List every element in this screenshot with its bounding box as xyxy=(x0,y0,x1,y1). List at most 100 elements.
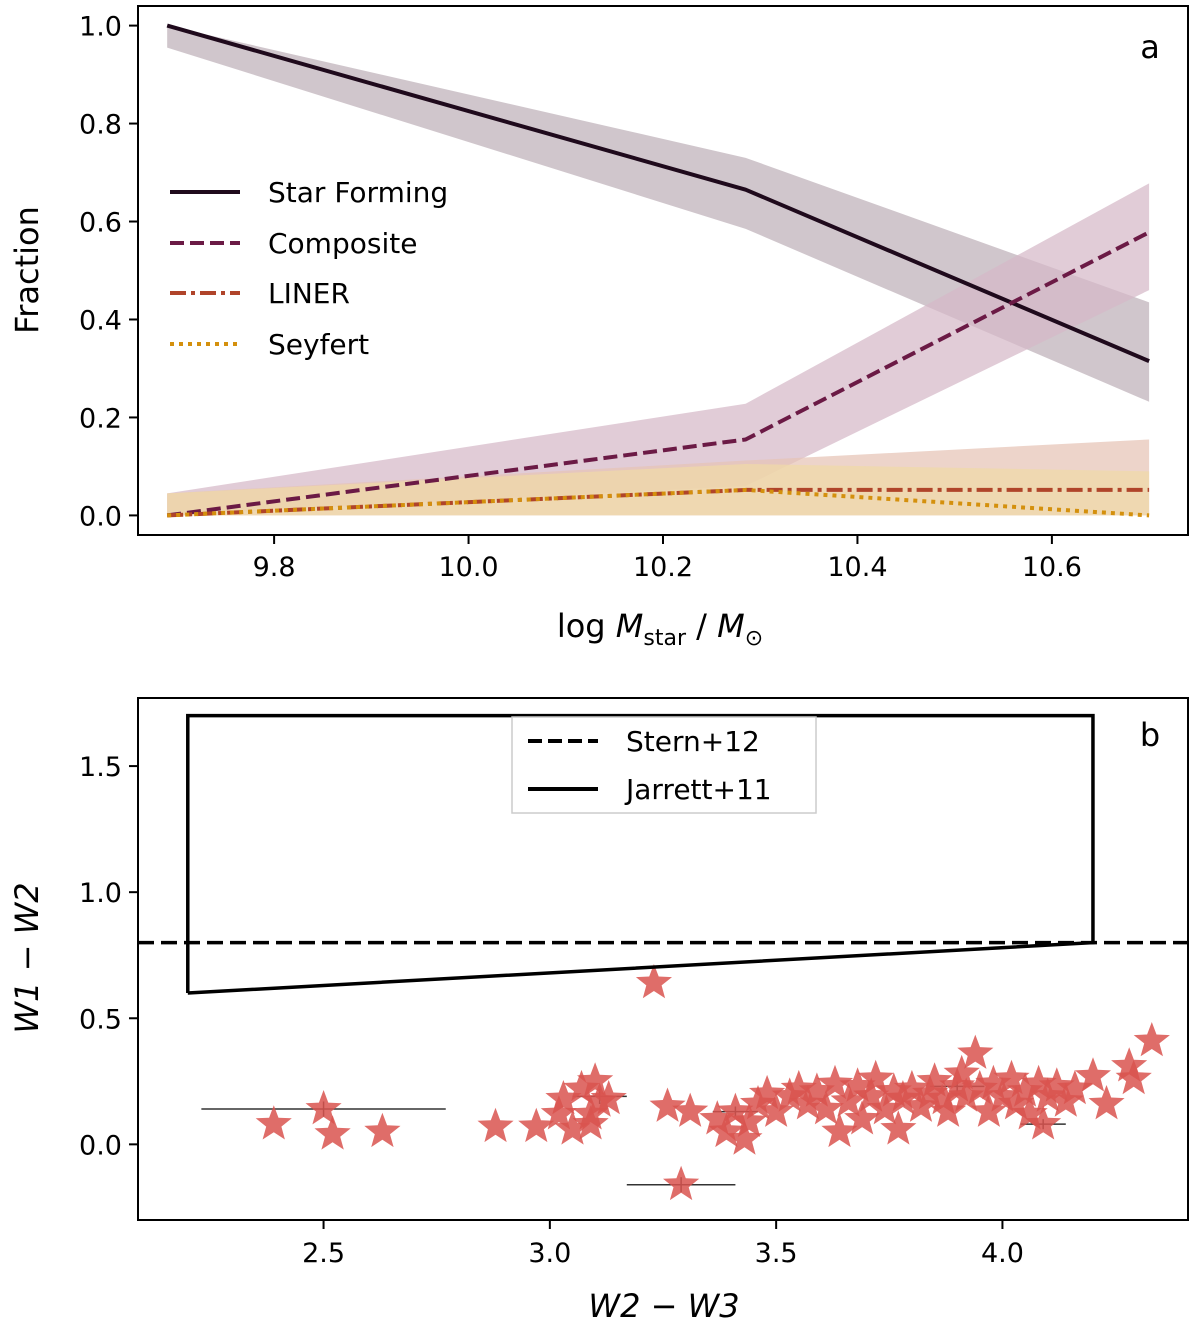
a-xtick-label: 10.4 xyxy=(827,552,887,583)
scatter-point-star xyxy=(943,1054,980,1090)
b-xtick-label: 4.0 xyxy=(981,1238,1024,1269)
band-seyfert xyxy=(167,463,1150,516)
line-star-forming xyxy=(166,23,1150,363)
scatter-point-star xyxy=(717,1092,754,1127)
a-bands-layer xyxy=(167,25,1150,516)
scatter-point-star xyxy=(1133,1022,1170,1057)
a-lines-layer xyxy=(166,23,1151,518)
scatter-point-star xyxy=(758,1092,795,1127)
scatter-point-star xyxy=(1115,1059,1152,1095)
scatter-point-star xyxy=(993,1059,1030,1095)
scatter-point-star xyxy=(816,1064,854,1100)
scatter-point-star xyxy=(305,1090,342,1125)
b-ylabel: W1 − W2 xyxy=(8,882,46,1033)
scatter-point-star xyxy=(554,1110,591,1145)
scatter-point-star xyxy=(699,1100,736,1135)
b-ytick-label: 0.5 xyxy=(79,1004,122,1035)
scatter-point-star xyxy=(930,1092,967,1127)
scatter-point-star xyxy=(821,1112,858,1148)
scatter-point-star xyxy=(255,1105,292,1140)
scatter-point-star xyxy=(726,1120,763,1155)
scatter-point-star xyxy=(477,1107,514,1143)
scatter-point-star xyxy=(1111,1047,1148,1082)
scatter-point-star xyxy=(314,1115,351,1150)
scatter-point-star xyxy=(545,1080,582,1115)
a-xlabel: log Mstar / M⊙ xyxy=(557,607,763,651)
scatter-point-star xyxy=(916,1062,953,1097)
b-selection-lines xyxy=(138,713,1188,995)
scatter-point-star xyxy=(948,1077,985,1112)
b-ytick-label: 1.5 xyxy=(79,752,122,783)
a-ticks-layer: 9.8 10.0 10.2 10.4 10.6 0.0 0.2 0.4 0.6 0.8 1.0 xyxy=(79,12,1082,583)
legend-label-stern: Stern+12 xyxy=(626,725,760,758)
scatter-point-star xyxy=(635,964,672,999)
legend-label-seyfert: Seyfert xyxy=(268,328,369,361)
b-xtick-label: 2.5 xyxy=(302,1238,345,1269)
a-legend: Star Forming Composite LINER Seyfert xyxy=(170,176,448,361)
a-xtick-label: 10.0 xyxy=(438,552,498,583)
scatter-point-star xyxy=(875,1072,912,1107)
legend-label-composite: Composite xyxy=(268,227,417,260)
scatter-point-star xyxy=(857,1059,894,1095)
legend-label-star-forming: Star Forming xyxy=(268,176,448,209)
scatter-point-star xyxy=(925,1080,962,1115)
a-ytick-label: 0.2 xyxy=(79,403,122,434)
b-xlabel: W2 − W3 xyxy=(588,1287,739,1325)
scatter-point-star xyxy=(893,1069,930,1105)
a-xtick-label: 9.8 xyxy=(253,552,296,583)
scatter-point-star xyxy=(563,1069,600,1105)
scatter-point-star xyxy=(1025,1105,1062,1140)
b-xtick-label: 3.0 xyxy=(528,1238,571,1269)
scatter-point-star xyxy=(1038,1067,1075,1102)
scatter-point-star xyxy=(975,1064,1012,1100)
scatter-point-star xyxy=(957,1034,994,1069)
scatter-point-star xyxy=(708,1112,745,1148)
scatter-point-star xyxy=(749,1074,786,1110)
scatter-point-star xyxy=(984,1077,1021,1112)
a-ytick-label: 0.6 xyxy=(79,208,122,239)
scatter-point-star xyxy=(839,1067,876,1102)
scatter-point-star xyxy=(1007,1072,1044,1107)
a-xtick-label: 10.2 xyxy=(633,552,693,583)
b-points-layer xyxy=(255,964,1170,1201)
a-xtick-label: 10.6 xyxy=(1022,552,1082,583)
b-legend: Stern+12 Jarrett+11 xyxy=(511,716,817,814)
scatter-point-star xyxy=(880,1110,917,1145)
scatter-point-star xyxy=(866,1090,903,1125)
scatter-point-star xyxy=(1011,1095,1048,1130)
a-ytick-label: 1.0 xyxy=(79,12,122,43)
b-legend-box xyxy=(511,716,817,814)
scatter-point-star xyxy=(807,1090,844,1125)
a-panel-letter: a xyxy=(1140,28,1160,66)
scatter-point-star xyxy=(844,1100,881,1135)
scatter-point-star xyxy=(590,1080,627,1115)
b-ytick-label: 0.0 xyxy=(79,1130,122,1161)
a-ylabel: Fraction xyxy=(8,206,46,334)
a-ytick-label: 0.8 xyxy=(79,110,122,141)
scatter-point-star xyxy=(577,1062,614,1097)
band-star-forming xyxy=(167,25,1150,402)
line-seyfert xyxy=(167,487,1150,518)
scatter-point-star xyxy=(780,1069,817,1105)
scatter-point-star xyxy=(663,1165,700,1201)
a-ytick-label: 0.4 xyxy=(79,305,122,336)
scatter-point-star xyxy=(1056,1069,1093,1105)
scatter-point-star xyxy=(1074,1057,1111,1092)
scatter-point-star xyxy=(518,1107,555,1143)
scatter-point-star xyxy=(540,1095,577,1130)
a-ytick-label: 0.0 xyxy=(79,501,122,532)
band-composite xyxy=(167,183,1150,516)
legend-label-liner: LINER xyxy=(268,277,350,310)
b-axes-frame xyxy=(137,697,1189,1221)
scatter-point-star xyxy=(771,1077,808,1112)
b-ticks-layer: 2.5 3.0 3.5 4.0 0.0 0.5 1.0 1.5 xyxy=(79,752,1024,1269)
scatter-point-star xyxy=(961,1069,998,1105)
scatter-point-star xyxy=(672,1092,709,1127)
scatter-point-star xyxy=(853,1077,890,1112)
scatter-point-star xyxy=(798,1072,835,1107)
line-composite xyxy=(166,230,1151,518)
panel-a: 9.8 10.0 10.2 10.4 10.60.00.20.40.60.81.0 a … xyxy=(8,5,1189,651)
scatter-point-star xyxy=(649,1087,686,1122)
b-panel-letter: b xyxy=(1140,716,1160,754)
